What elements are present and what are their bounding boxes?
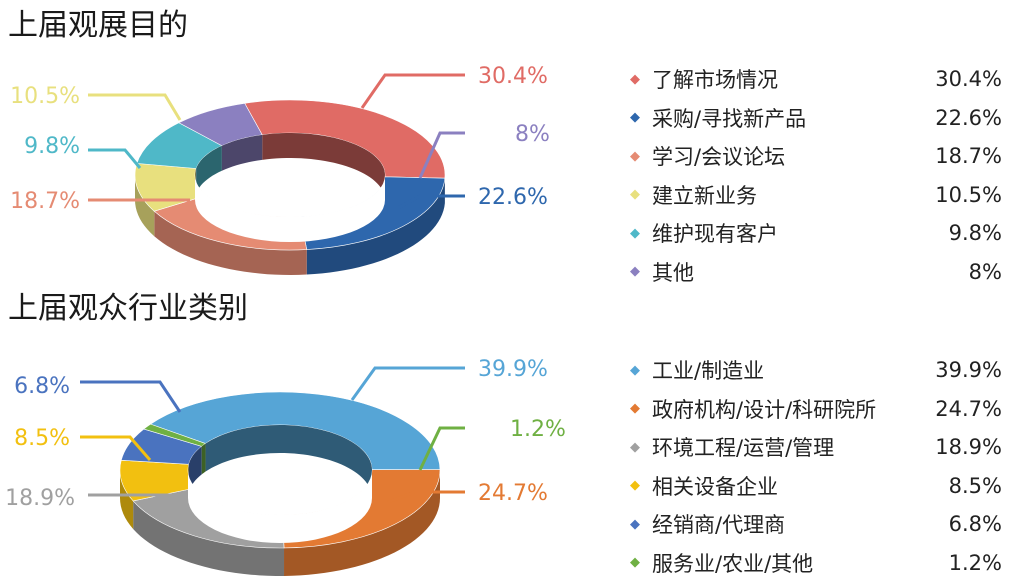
- chart1-title: 上届观展目的: [8, 8, 188, 43]
- legend-item: ◆ 经销商/代理商 6.8%: [630, 505, 1002, 544]
- legend-value: 30.4%: [935, 67, 1002, 92]
- legend-label: 维护现有客户: [652, 222, 778, 247]
- legend-label: 相关设备企业: [652, 474, 778, 499]
- legend-marker-icon: ◆: [630, 71, 640, 87]
- legend-value: 18.7%: [935, 144, 1002, 169]
- legend-value: 10.5%: [935, 182, 1002, 207]
- slice-inner-2-1: [205, 425, 372, 498]
- data-label-1-1: 30.4%: [478, 64, 548, 89]
- chart2-legend: ◆ 工业/制造业 39.9% ◆ 政府机构/设计/科研院所 24.7% ◆ 环境工程/运营/管…: [630, 351, 1002, 582]
- chart1-legend: ◆ 了解市场情况 30.4% ◆ 采购/寻找新产品 22.6% ◆ 学习/会议论坛 18.7% ◆…: [630, 60, 1002, 291]
- legend-label: 经销商/代理商: [652, 513, 786, 538]
- data-label-2-6: 1.2%: [510, 417, 566, 442]
- legend-item: ◆ 工业/制造业 39.9%: [630, 351, 1002, 390]
- legend-marker-icon: ◆: [630, 110, 640, 126]
- data-label-2-3: 18.9%: [5, 486, 75, 511]
- legend-value: 22.6%: [935, 105, 1002, 130]
- legend-value: 1.2%: [948, 550, 1002, 575]
- legend-item: ◆ 服务业/农业/其他 1.2%: [630, 544, 1002, 583]
- data-label-2-2: 24.7%: [478, 481, 548, 506]
- leader-line-1-4: [88, 93, 182, 121]
- legend-marker-icon: ◆: [630, 225, 640, 241]
- legend-marker-icon: ◆: [630, 187, 640, 203]
- legend-label: 政府机构/设计/科研院所: [652, 397, 877, 422]
- legend-marker-icon: ◆: [630, 401, 640, 417]
- slice-side-2-4: [120, 470, 134, 529]
- leader-line-1-5: [88, 148, 142, 169]
- leader-line-2-4: [80, 435, 152, 461]
- leader-line-2-5: [80, 380, 182, 413]
- legend-item: ◆ 建立新业务 10.5%: [630, 176, 1002, 215]
- legend-item: ◆ 环境工程/运营/管理 18.9%: [630, 428, 1002, 467]
- data-label-1-5: 9.8%: [24, 134, 80, 159]
- data-label-1-6: 8%: [515, 122, 550, 147]
- slice-side-1-3: [154, 211, 307, 275]
- legend-label: 采购/寻找新产品: [652, 106, 807, 131]
- legend-item: ◆ 学习/会议论坛 18.7%: [630, 137, 1002, 176]
- legend-item: ◆ 了解市场情况 30.4%: [630, 60, 1002, 99]
- legend-value: 39.9%: [935, 358, 1002, 383]
- donut-hole-front-2: [188, 470, 372, 543]
- legend-label: 其他: [652, 260, 694, 285]
- legend-value: 9.8%: [948, 221, 1002, 246]
- legend-label: 了解市场情况: [652, 68, 778, 93]
- leader-line-2-6: [418, 426, 465, 471]
- slice-inner-1-1: [262, 133, 385, 200]
- leader-line-2-2: [387, 490, 465, 504]
- legend-item: ◆ 采购/寻找新产品 22.6%: [630, 99, 1002, 138]
- data-label-1-3: 18.7%: [10, 189, 80, 214]
- leader-line-2-3: [88, 493, 197, 521]
- legend-value: 6.8%: [948, 512, 1002, 537]
- legend-item: ◆ 维护现有客户 9.8%: [630, 214, 1002, 253]
- slice-inner-2-6: [201, 443, 206, 475]
- legend-marker-icon: ◆: [630, 362, 640, 378]
- donut-hole-front-1: [195, 175, 385, 242]
- slice-side-1-2: [306, 178, 445, 275]
- donut-chart-1: 30.4% 22.6% 18.7% 10.5% 9.8% 8%: [10, 64, 550, 275]
- legend-item: ◆ 相关设备企业 8.5%: [630, 467, 1002, 506]
- legend-marker-icon: ◆: [630, 516, 640, 532]
- leader-line-1-1: [360, 73, 465, 109]
- data-label-1-2: 22.6%: [478, 185, 548, 210]
- leader-line-1-2: [397, 194, 465, 210]
- legend-marker-icon: ◆: [630, 148, 640, 164]
- legend-label: 服务业/农业/其他: [652, 551, 814, 576]
- legend-item: ◆ 其他 8%: [630, 253, 1002, 292]
- slice-inner-1-6: [221, 134, 263, 171]
- data-label-2-4: 8.5%: [14, 426, 70, 451]
- slice-side-1-4: [135, 175, 155, 237]
- slice-side-2-2: [284, 470, 440, 576]
- legend-value: 24.7%: [935, 396, 1002, 421]
- legend-item: ◆ 政府机构/设计/科研院所 24.7%: [630, 390, 1002, 429]
- legend-label: 环境工程/运营/管理: [652, 436, 835, 461]
- legend-label: 建立新业务: [652, 183, 757, 208]
- legend-value: 8.5%: [948, 473, 1002, 498]
- legend-value: 8%: [968, 259, 1002, 284]
- legend-marker-icon: ◆: [630, 478, 640, 494]
- legend-marker-icon: ◆: [630, 555, 640, 571]
- legend-label: 学习/会议论坛: [652, 145, 786, 170]
- donut-chart-2: 39.9% 24.7% 18.9% 8.5% 6.8% 1.2%: [5, 357, 566, 576]
- slice-inner-2-5: [188, 446, 202, 493]
- legend-marker-icon: ◆: [630, 439, 640, 455]
- leader-line-2-1: [350, 366, 465, 401]
- leader-line-1-6: [418, 131, 465, 179]
- slice-inner-1-5: [196, 145, 222, 194]
- chart2-title: 上届观众行业类别: [8, 291, 248, 326]
- legend-label: 工业/制造业: [652, 359, 765, 384]
- data-label-2-5: 6.8%: [14, 374, 70, 399]
- data-label-2-1: 39.9%: [478, 357, 548, 382]
- data-label-1-4: 10.5%: [10, 84, 80, 109]
- legend-value: 18.9%: [935, 435, 1002, 460]
- legend-marker-icon: ◆: [630, 264, 640, 280]
- slice-side-2-3: [133, 500, 285, 576]
